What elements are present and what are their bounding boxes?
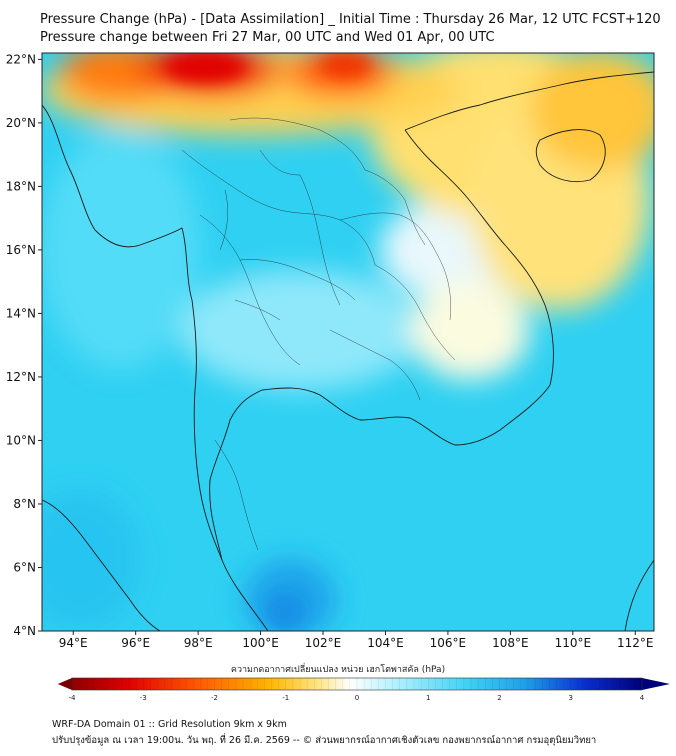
footer-model-info: WRF-DA Domain 01 :: Grid Resolution 9km … (52, 719, 287, 730)
lat-tick-label: 10°N (6, 433, 36, 447)
map-frame (41, 52, 655, 632)
colorbar-tick-label: -4 (69, 694, 77, 702)
colorbar-tick-label: 4 (640, 694, 645, 702)
colorbar-min-arrow (58, 678, 72, 690)
colorbar-tick-label: -2 (211, 694, 218, 702)
lat-tick-label: 14°N (6, 306, 36, 320)
lon-tick-label: 106°E (430, 636, 467, 650)
lat-tick-label: 6°N (13, 560, 36, 574)
pressure-field (42, 53, 654, 631)
lon-tick-label: 102°E (305, 636, 342, 650)
lon-tick-label: 112°E (617, 636, 654, 650)
lon-tick-label: 98°E (184, 636, 213, 650)
footer-credit: ปรับปรุงข้อมูล ณ เวลา 19:00น. วัน พฤ. ที… (52, 735, 597, 746)
colorbar-outline (71, 677, 643, 691)
lon-tick-label: 104°E (367, 636, 404, 650)
lat-tick-label: 20°N (6, 116, 36, 130)
lon-tick-label: 110°E (555, 636, 592, 650)
colorbar-ticks: -4 -3 -2 -1 0 1 2 3 4 (69, 678, 645, 702)
chart-subtitle: Pressure change between Fri 27 Mar, 00 U… (40, 30, 495, 45)
colorbar: -4 -3 -2 -1 0 1 2 3 4 (58, 677, 670, 702)
lat-tick-label: 16°N (6, 243, 36, 257)
lat-tick-label: 22°N (6, 52, 36, 66)
colorbar-tick-label: -3 (140, 694, 147, 702)
lat-tick-label: 12°N (6, 370, 36, 384)
latitude-axis: 22°N 20°N 18°N 16°N 14°N 12°N 10°N 8°N 6°N 4°N (6, 52, 42, 638)
colorbar-tick-label: 2 (497, 694, 501, 702)
lat-tick-label: 18°N (6, 179, 36, 193)
lon-tick-label: 100°E (242, 636, 279, 650)
longitude-axis: 94°E 96°E 98°E 100°E 102°E 104°E 106°E 108°E 110… (59, 631, 654, 650)
chart-title: Pressure Change (hPa) - [Data Assimilati… (40, 12, 661, 27)
colorbar-label: ความกดอากาศเปลี่ยนแปลง หน่วย เฮกโตพาสคัล… (230, 665, 446, 675)
lon-tick-label: 108°E (492, 636, 529, 650)
colorbar-max-arrow (642, 678, 670, 690)
province-borders (181, 117, 456, 551)
lon-tick-label: 96°E (121, 636, 150, 650)
colorbar-tick-label: 1 (426, 694, 430, 702)
colorbar-tick-label: 3 (569, 694, 573, 702)
lat-tick-label: 4°N (13, 624, 36, 638)
coastline-outline (42, 71, 654, 631)
lon-tick-label: 94°E (59, 636, 88, 650)
colorbar-gradient (58, 678, 642, 690)
lat-tick-label: 8°N (13, 497, 36, 511)
colorbar-tick-label: 0 (355, 694, 359, 702)
colorbar-tick-label: -1 (282, 694, 289, 702)
